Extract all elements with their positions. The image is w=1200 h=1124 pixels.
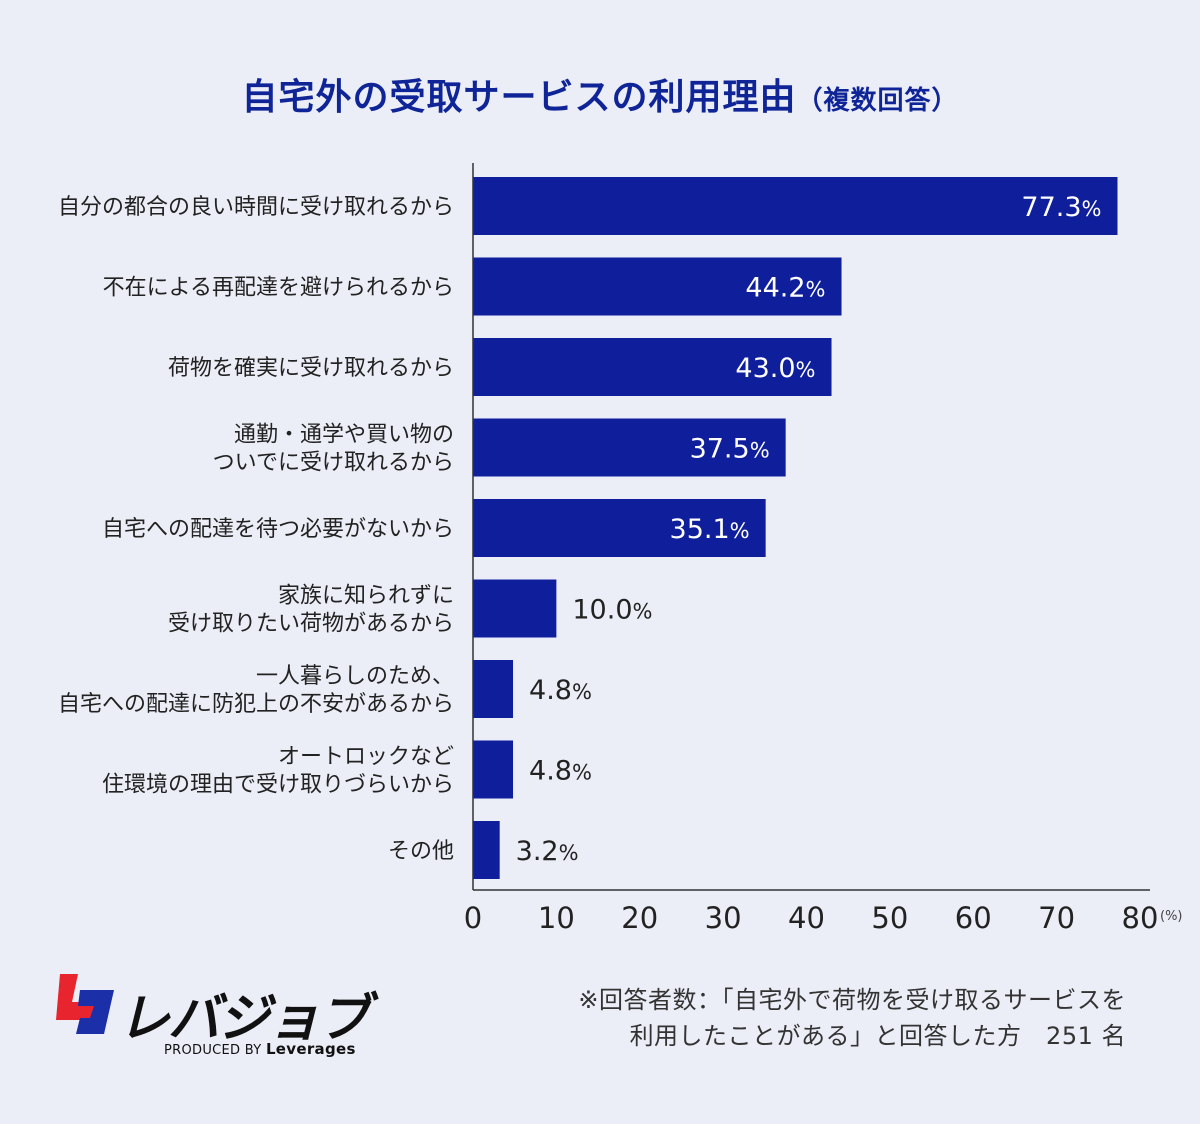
bar-6 bbox=[473, 579, 557, 638]
title-main: 自宅外の受取サービスの利用理由 bbox=[241, 77, 797, 118]
value-label-1: 77.3% bbox=[1021, 192, 1101, 223]
bar-4 bbox=[473, 418, 786, 477]
logo-produced-by: PRODUCED BY Leverages bbox=[164, 1040, 356, 1058]
value-label-8: 4.8% bbox=[529, 756, 592, 787]
value-label-6: 10.0% bbox=[572, 595, 652, 626]
x-tick-label-0: 0 bbox=[464, 901, 482, 935]
x-tick-label-10: 10 bbox=[538, 901, 575, 935]
x-tick-label-60: 60 bbox=[955, 901, 992, 935]
x-tick-label-40: 40 bbox=[788, 901, 825, 935]
category-label-1: 自分の都合の良い時間に受け取れるから bbox=[58, 195, 454, 220]
x-tick-label-80: 80 bbox=[1122, 901, 1159, 935]
x-tick-label-50: 50 bbox=[871, 901, 908, 935]
bar-1 bbox=[473, 177, 1118, 235]
x-tick-label-30: 30 bbox=[705, 901, 742, 935]
footnote-line-2: 利用したことがある」と回答した方 251 名 bbox=[629, 1022, 1126, 1050]
category-label-4: 通勤・通学や買い物のついでに受け取れるから bbox=[213, 423, 454, 476]
logo-text: レバジョブ bbox=[118, 989, 370, 1049]
bar-8 bbox=[473, 740, 514, 799]
bar-3 bbox=[473, 338, 832, 396]
footnote-line-1: ※回答者数：「自宅外で荷物を受け取るサービスを bbox=[578, 986, 1126, 1014]
category-label-9: その他 bbox=[388, 839, 454, 864]
bar-9 bbox=[473, 821, 500, 879]
title-note: （複数回答） bbox=[796, 86, 959, 116]
bar-2 bbox=[473, 257, 842, 316]
value-label-3: 43.0% bbox=[735, 353, 815, 384]
category-label-3: 荷物を確実に受け取れるから bbox=[168, 356, 454, 381]
x-tick-label-70: 70 bbox=[1038, 901, 1075, 935]
value-label-4: 37.5% bbox=[690, 434, 770, 465]
bar-5 bbox=[473, 499, 766, 557]
category-label-7: 一人暮らしのため、自宅への配達に防犯上の不安があるから bbox=[58, 664, 454, 717]
leverages-logo: レバジョブ PRODUCED BY Leverages bbox=[52, 968, 370, 1058]
category-label-2: 不在による再配達を避けられるから bbox=[103, 276, 454, 301]
category-label-6: 家族に知られずに受け取りたい荷物があるから bbox=[168, 584, 454, 637]
x-tick-label-20: 20 bbox=[621, 901, 658, 935]
value-label-5: 35.1% bbox=[670, 514, 750, 545]
logo-mark-icon bbox=[56, 974, 114, 1034]
value-label-9: 3.2% bbox=[516, 836, 579, 867]
value-label-2: 44.2% bbox=[745, 273, 825, 304]
value-label-7: 4.8% bbox=[529, 675, 592, 706]
bar-7 bbox=[473, 660, 514, 718]
chart-title: 自宅外の受取サービスの利用理由（複数回答） bbox=[0, 68, 1200, 120]
category-label-8: オートロックなど住環境の理由で受け取りづらいから bbox=[102, 745, 454, 798]
bar-chart: 自分の都合の良い時間に受け取れるから 77.3% 不在による再配達を避けられるから 4… bbox=[58, 163, 1183, 935]
footnote: ※回答者数：「自宅外で荷物を受け取るサービスを 利用したことがある」と回答した方… bbox=[578, 982, 1126, 1054]
category-label-5: 自宅への配達を待つ必要がないから bbox=[102, 517, 454, 542]
x-axis-unit: (%) bbox=[1160, 909, 1183, 924]
